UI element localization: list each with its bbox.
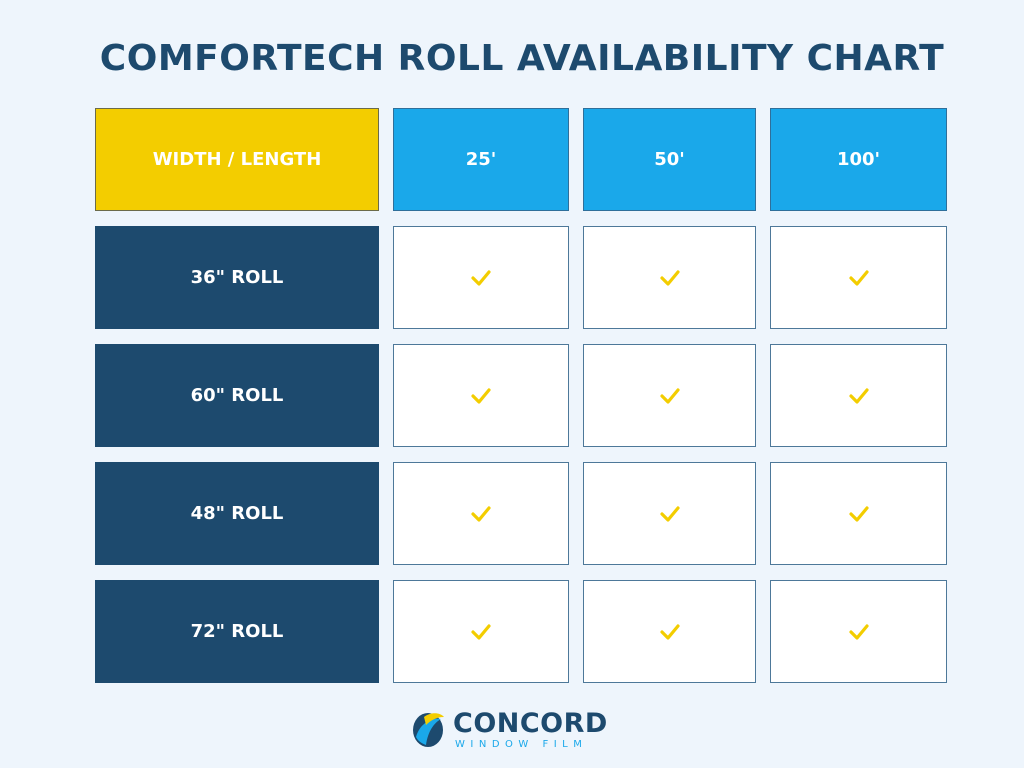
availability-cell-36in-25ft <box>393 226 569 329</box>
check-icon <box>659 623 680 640</box>
check-icon <box>471 623 491 640</box>
corner-header-cell: WIDTH / LENGTH <box>95 108 379 211</box>
check-icon <box>659 505 680 522</box>
logo-wordmark: CONCORD <box>453 708 608 739</box>
concord-logo-icon <box>413 713 444 747</box>
check-icon <box>659 387 680 404</box>
page-title: COMFORTECH ROLL AVAILABILITY CHART <box>99 38 945 79</box>
availability-cell-72in-50ft <box>583 580 756 683</box>
availability-cell-60in-100ft <box>770 344 947 447</box>
availability-cell-48in-100ft <box>770 462 947 565</box>
row-header-48in: 48" ROLL <box>95 462 379 565</box>
availability-cell-60in-50ft <box>583 344 756 447</box>
concord-logo: CONCORD WINDOW FILM <box>410 708 630 752</box>
check-icon <box>471 269 491 286</box>
availability-cell-48in-25ft <box>393 462 569 565</box>
check-icon <box>848 623 869 640</box>
row-header-36in: 36" ROLL <box>95 226 379 329</box>
row-header-72in: 72" ROLL <box>95 580 379 683</box>
logo-tagline: WINDOW FILM <box>455 739 588 750</box>
column-header-100ft: 100' <box>770 108 947 211</box>
check-icon <box>848 387 869 404</box>
availability-cell-72in-25ft <box>393 580 569 683</box>
check-icon <box>659 269 680 286</box>
availability-cell-36in-100ft <box>770 226 947 329</box>
check-icon <box>471 387 491 404</box>
availability-cell-72in-100ft <box>770 580 947 683</box>
row-header-60in: 60" ROLL <box>95 344 379 447</box>
column-header-50ft: 50' <box>583 108 756 211</box>
column-header-25ft: 25' <box>393 108 569 211</box>
check-icon <box>848 505 869 522</box>
availability-cell-36in-50ft <box>583 226 756 329</box>
availability-cell-60in-25ft <box>393 344 569 447</box>
availability-cell-48in-50ft <box>583 462 756 565</box>
check-icon <box>471 505 491 522</box>
check-icon <box>848 269 869 286</box>
